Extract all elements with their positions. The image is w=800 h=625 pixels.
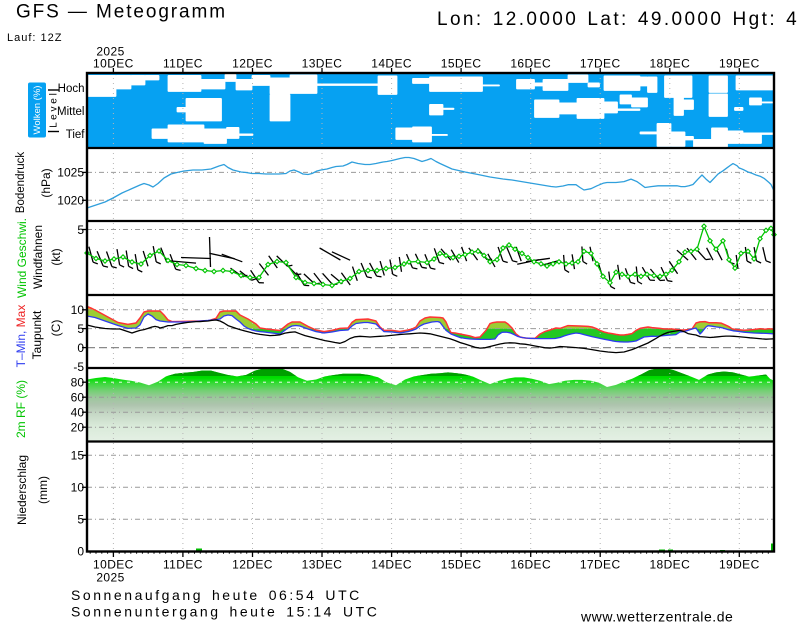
svg-text:10DEC: 10DEC <box>93 558 134 572</box>
svg-text:80: 80 <box>71 375 85 389</box>
svg-text:12DEC: 12DEC <box>232 57 273 71</box>
svg-text:(kt): (kt) <box>49 248 63 265</box>
svg-text:18DEC: 18DEC <box>649 57 690 71</box>
svg-text:16DEC: 16DEC <box>510 558 551 572</box>
svg-text:15DEC: 15DEC <box>441 558 482 572</box>
svg-text:12DEC: 12DEC <box>232 558 273 572</box>
svg-text:Hoch: Hoch <box>58 83 85 95</box>
svg-text:13DEC: 13DEC <box>302 57 343 71</box>
svg-text:2m RF (%): 2m RF (%) <box>14 380 28 438</box>
svg-text:17DEC: 17DEC <box>580 57 621 71</box>
svg-text:-5: -5 <box>73 360 84 374</box>
svg-text:Tief: Tief <box>66 129 86 141</box>
svg-text:11DEC: 11DEC <box>163 558 203 572</box>
svg-text:1025: 1025 <box>57 166 84 180</box>
svg-text:11DEC: 11DEC <box>163 57 203 71</box>
svg-text:(mm): (mm) <box>36 476 50 504</box>
svg-text:Windfahnen: Windfahnen <box>31 225 45 289</box>
svg-text:0: 0 <box>77 544 84 558</box>
svg-text:(hPa): (hPa) <box>39 168 53 197</box>
svg-text:5: 5 <box>77 322 84 336</box>
svg-text:Taupunkt: Taupunkt <box>30 310 44 359</box>
svg-text:15: 15 <box>71 448 85 462</box>
svg-text:Wolken (%): Wolken (%) <box>32 86 43 135</box>
svg-text:Wind Geschwi.: Wind Geschwi. <box>15 218 29 298</box>
svg-text:Lauf: 12Z: Lauf: 12Z <box>7 32 62 44</box>
svg-text:60: 60 <box>71 390 85 404</box>
svg-text:20: 20 <box>71 420 85 434</box>
svg-text:19DEC: 19DEC <box>719 57 760 71</box>
svg-text:2025: 2025 <box>96 45 124 59</box>
svg-text:Bodendruck: Bodendruck <box>15 152 27 214</box>
svg-text:Mittel: Mittel <box>57 106 84 118</box>
svg-text:Niederschlag: Niederschlag <box>15 455 29 525</box>
svg-text:GFS — Meteogramm: GFS — Meteogramm <box>16 2 227 23</box>
svg-text:0: 0 <box>77 341 84 355</box>
svg-text:16DEC: 16DEC <box>510 57 551 71</box>
svg-text:Sonnenaufgang heute 06:54 UTC: Sonnenaufgang heute 06:54 UTC <box>71 587 362 603</box>
svg-text:L e v e l: L e v e l <box>49 93 60 128</box>
svg-text:5: 5 <box>77 223 84 237</box>
svg-text:10DEC: 10DEC <box>93 57 134 71</box>
svg-text:18DEC: 18DEC <box>649 558 690 572</box>
svg-text:5: 5 <box>77 512 84 526</box>
svg-text:10: 10 <box>71 303 85 317</box>
svg-text:10: 10 <box>71 480 85 494</box>
svg-text:(C): (C) <box>49 320 63 337</box>
svg-text:14DEC: 14DEC <box>371 57 412 71</box>
svg-text:13DEC: 13DEC <box>302 558 343 572</box>
svg-text:Lon: 12.0000 Lat: 49.0000 Hgt:: Lon: 12.0000 Lat: 49.0000 Hgt: 4 <box>437 9 799 30</box>
svg-text:2025: 2025 <box>96 571 124 585</box>
svg-text:15DEC: 15DEC <box>441 57 482 71</box>
svg-text:Sonnenuntergang heute 15:14 UT: Sonnenuntergang heute 15:14 UTC <box>71 604 379 620</box>
svg-text:17DEC: 17DEC <box>580 558 621 572</box>
svg-text:14DEC: 14DEC <box>371 558 412 572</box>
svg-text:T–Min, Max: T–Min, Max <box>14 305 28 368</box>
svg-text:40: 40 <box>71 405 85 419</box>
svg-text:www.wetterzentrale.de: www.wetterzentrale.de <box>580 609 733 625</box>
svg-text:19DEC: 19DEC <box>719 558 760 572</box>
svg-text:1020: 1020 <box>57 194 84 208</box>
